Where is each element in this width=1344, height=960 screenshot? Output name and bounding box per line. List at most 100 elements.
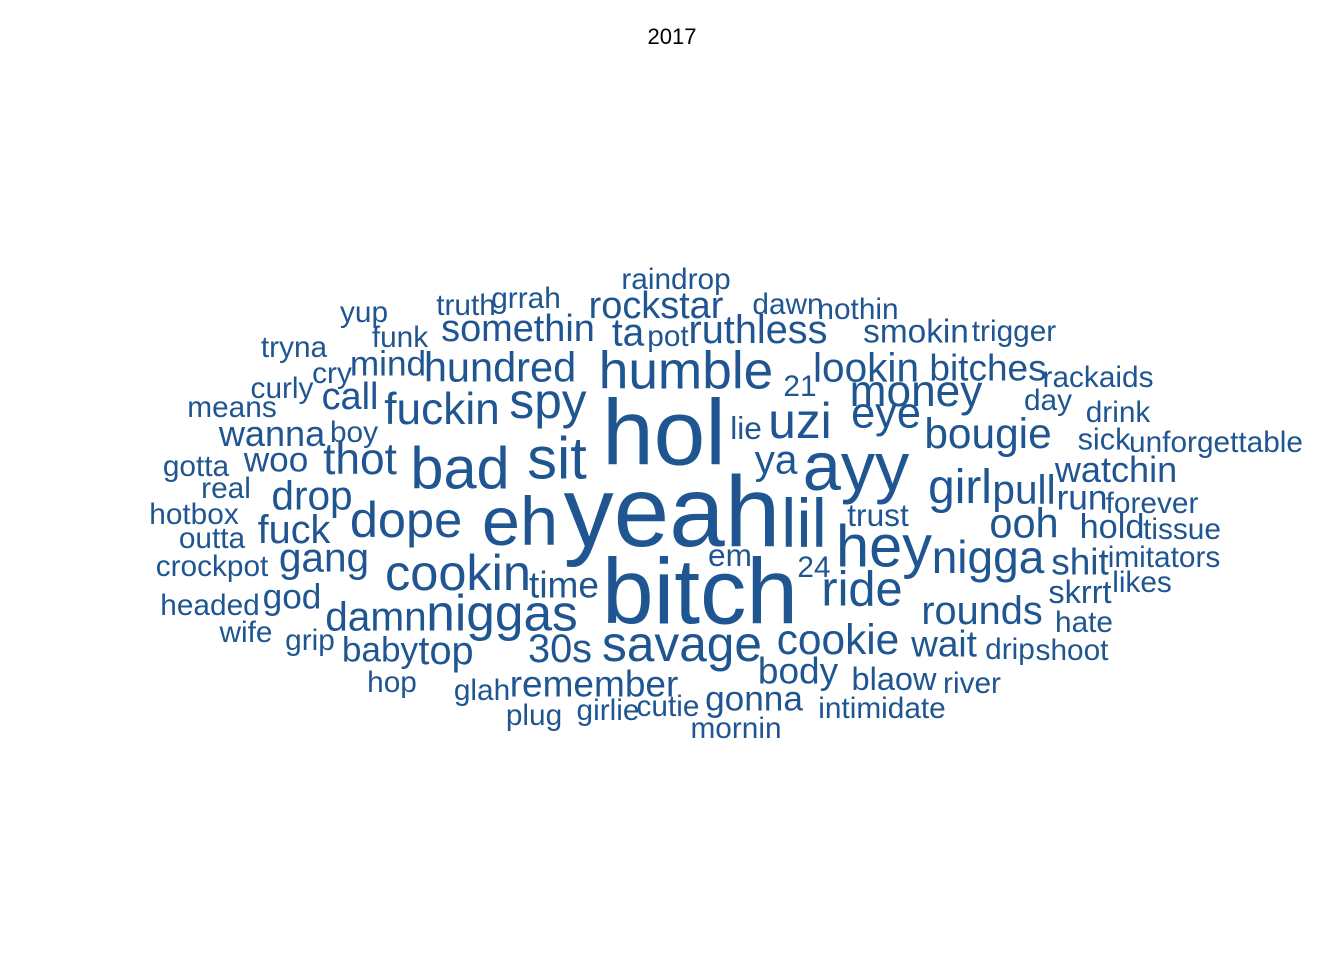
word-gonna: gonna (705, 679, 803, 719)
word-hol: hol (602, 380, 726, 485)
word-30s: 30s (528, 627, 592, 672)
word-headed: headed (160, 589, 260, 623)
word-grip: grip (285, 624, 335, 658)
word-lie: lie (730, 410, 762, 447)
word-savage: savage (602, 616, 762, 673)
word-trigger: trigger (971, 315, 1057, 349)
word-mornin: mornin (690, 712, 782, 746)
word-fuck: fuck (257, 508, 331, 553)
word-skrrt: skrrt (1048, 573, 1112, 610)
word-cookin: cookin (385, 543, 531, 601)
word-bitches: bitches (929, 347, 1047, 389)
word-pull: pull (992, 466, 1056, 513)
word-intimidate: intimidate (818, 692, 946, 726)
word-likes: likes (1112, 566, 1172, 600)
word-eye: eye (851, 389, 921, 438)
word-ta: ta (611, 311, 645, 355)
word-sick: sick (1077, 421, 1131, 457)
word-em: em (708, 537, 752, 574)
word-time: time (529, 564, 599, 606)
word-dawn: dawn (752, 288, 824, 322)
word-ya: ya (754, 436, 798, 483)
word-hundred: hundred (423, 343, 577, 391)
word-forever: forever (1105, 487, 1199, 521)
word-lil: lil (781, 484, 827, 562)
word-trust: trust (847, 497, 909, 534)
word-curly: curly (250, 372, 314, 406)
word-remember: remember (509, 663, 679, 705)
word-funk: funk (371, 321, 429, 355)
word-plug: plug (505, 699, 563, 733)
word-hold: hold (1079, 507, 1145, 546)
word-watchin: watchin (1054, 448, 1178, 490)
word-drink: drink (1085, 396, 1151, 430)
word-drip: drip (985, 633, 1035, 667)
word-21: 21 (783, 370, 817, 404)
word-grrah: grrah (491, 282, 561, 316)
word-gotta: gotta (162, 450, 230, 484)
word-24: 24 (797, 551, 831, 585)
word-raindrop: raindrop (621, 263, 731, 297)
word-eh: eh (481, 482, 559, 560)
word-nigga: nigga (931, 531, 1045, 583)
word-top: top (418, 629, 474, 674)
word-day: day (1023, 384, 1073, 418)
word-yup: yup (339, 296, 389, 330)
word-ayy: ayy (802, 427, 910, 505)
word-river: river (943, 667, 1001, 701)
word-cry: cry (312, 357, 352, 391)
word-ride: ride (821, 562, 903, 617)
word-call: call (321, 376, 379, 419)
word-money: money (849, 366, 983, 416)
word-hop: hop (367, 666, 417, 700)
word-shit: shit (1051, 541, 1109, 583)
word-bitch: bitch (601, 539, 799, 644)
word-blaow: blaow (851, 660, 937, 697)
word-bougie: bougie (924, 409, 1052, 457)
word-hey: hey (836, 512, 932, 580)
word-wait: wait (911, 623, 977, 665)
word-rockstar: rockstar (588, 285, 724, 328)
word-girl: girl (928, 461, 992, 515)
word-wife: wife (219, 616, 273, 650)
word-tissue: tissue (1143, 513, 1221, 547)
word-tryna: tryna (260, 331, 328, 365)
word-rounds: rounds (921, 589, 1043, 634)
word-hate: hate (1055, 606, 1113, 640)
word-nothin: nothin (817, 293, 899, 327)
word-spy: spy (509, 373, 587, 430)
word-bad: bad (410, 434, 510, 502)
word-smokin: smokin (863, 313, 969, 351)
word-cutie: cutie (636, 690, 700, 724)
word-sit: sit (527, 424, 587, 492)
word-rackaids: rackaids (1042, 361, 1154, 395)
word-truth: truth (436, 289, 496, 323)
word-lookin: lookin (812, 344, 920, 391)
word-outta: outta (178, 522, 246, 556)
word-niggas: niggas (426, 583, 578, 642)
word-ooh: ooh (989, 499, 1059, 547)
word-dope: dope (349, 490, 463, 548)
word-glah: glah (453, 674, 511, 708)
word-cookie: cookie (776, 615, 900, 663)
word-shoot: shoot (1035, 634, 1109, 668)
word-somethin: somethin (441, 308, 595, 351)
word-uzi: uzi (768, 393, 832, 450)
word-crockpot: crockpot (155, 550, 269, 584)
word-drop: drop (271, 472, 353, 519)
word-unforgettable: unforgettable (1129, 426, 1303, 460)
word-girlie: girlie (576, 694, 640, 728)
word-hotbox: hotbox (149, 498, 239, 532)
word-imitators: imitators (1107, 541, 1221, 575)
word-wanna: wanna (218, 412, 326, 454)
word-fuckin: fuckin (384, 384, 500, 434)
word-baby: baby (341, 630, 419, 670)
word-pot: pot (647, 320, 689, 354)
word-run: run (1056, 478, 1108, 518)
chart-title: 2017 (647, 24, 697, 49)
word-humble: humble (598, 341, 774, 401)
word-means: means (187, 391, 277, 425)
word-mind: mind (349, 344, 427, 384)
